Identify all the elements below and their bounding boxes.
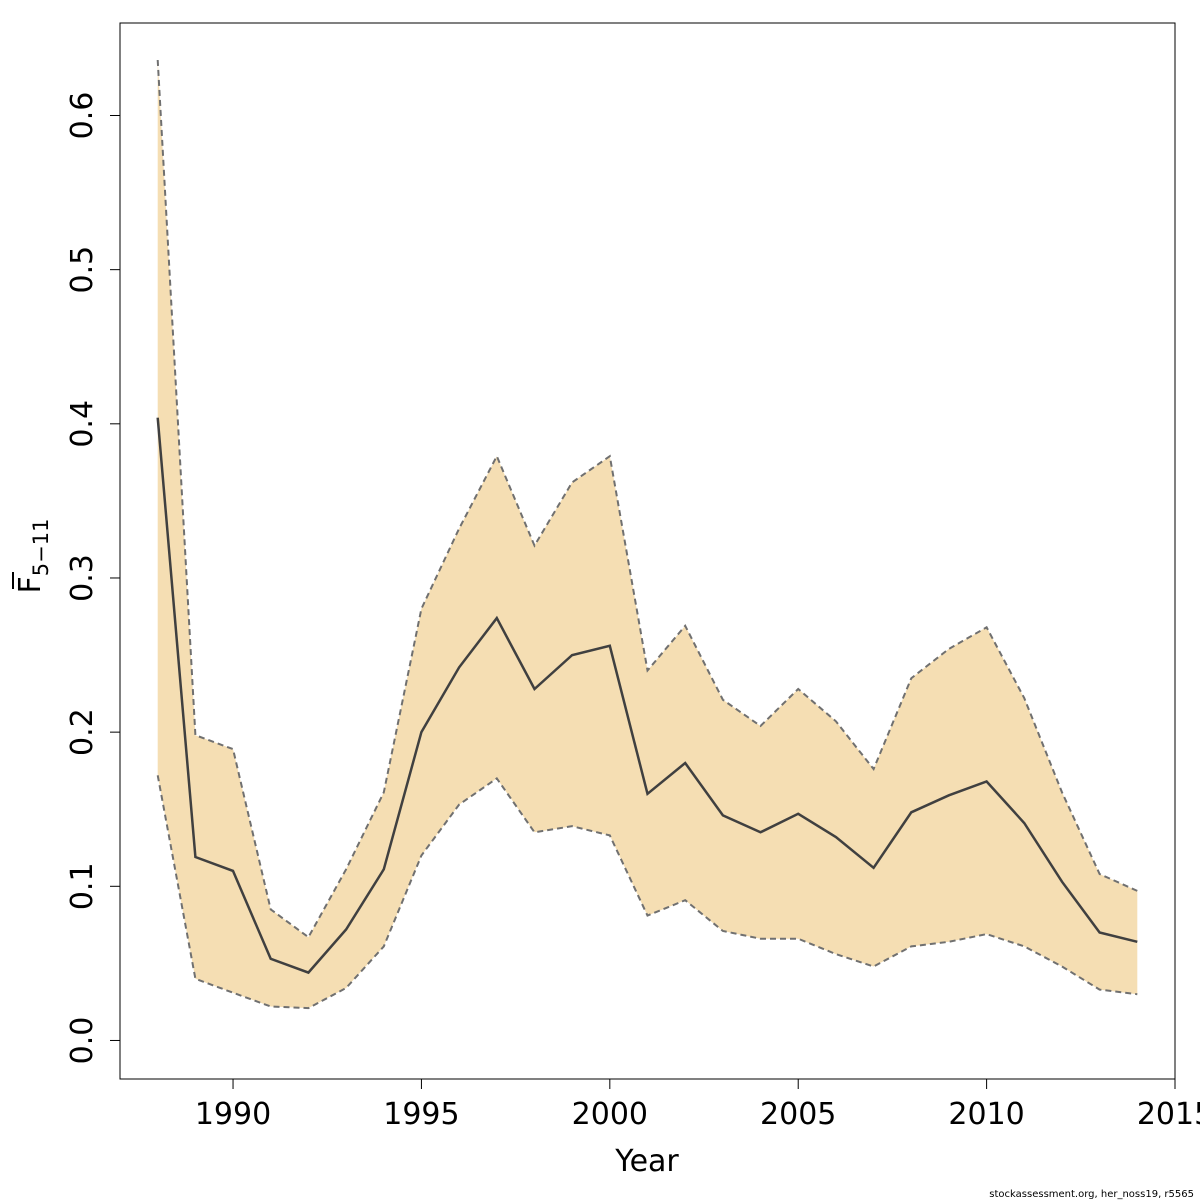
- x-tick-label: 1995: [383, 1097, 459, 1132]
- lower-bound-line: [156, 775, 1138, 1010]
- y-tick-label: 0.6: [65, 92, 100, 140]
- y-axis-title: F5−11: [12, 519, 53, 594]
- x-tick-label: 2000: [572, 1097, 648, 1132]
- y-tick-label: 0.2: [65, 708, 100, 756]
- plot-area: [156, 59, 1138, 1010]
- x-axis-title: Year: [614, 1144, 679, 1179]
- y-tick-label: 0.4: [65, 400, 100, 448]
- x-tick-label: 2005: [760, 1097, 836, 1132]
- x-tick-label: 2010: [948, 1097, 1024, 1132]
- x-axis: 1990 1995 2000 2005 2010 2015: [195, 1078, 1200, 1132]
- x-tick-label: 1990: [195, 1097, 271, 1132]
- estimate-line: [156, 417, 1138, 975]
- upper-bound-line: [156, 59, 1138, 939]
- y-tick-label: 0.5: [65, 246, 100, 294]
- y-tick-label: 0.0: [65, 1017, 100, 1065]
- y-tick-label: 0.1: [65, 862, 100, 910]
- x-tick-label: 2015: [1137, 1097, 1200, 1132]
- footnote: stockassessment.org, her_noss19, r5565: [989, 1189, 1194, 1200]
- y-tick-label: 0.3: [65, 554, 100, 602]
- y-axis-title-main: F: [13, 576, 48, 593]
- y-axis-title-subscript: 5−11: [29, 519, 53, 577]
- y-axis: 0.0 0.1 0.2 0.3 0.4 0.5 0.6: [65, 92, 121, 1065]
- svg-text:F5−11: F5−11: [13, 519, 53, 594]
- confidence-band: [157, 60, 1138, 1009]
